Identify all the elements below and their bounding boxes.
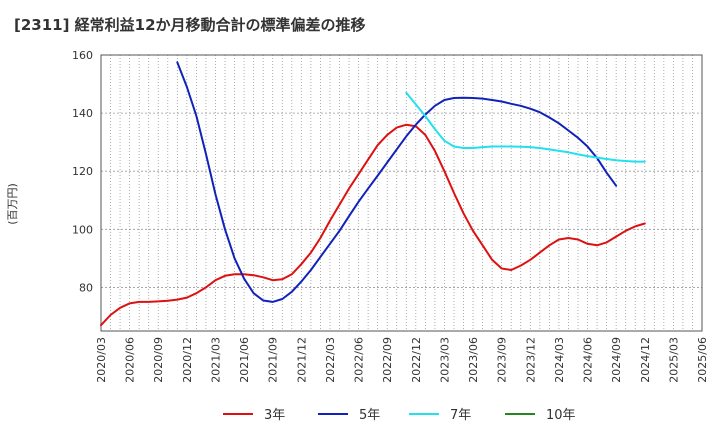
x-tick-label: 2022/03 bbox=[324, 337, 337, 383]
series-line bbox=[100, 123, 646, 327]
x-tick-label: 2023/09 bbox=[496, 337, 509, 383]
legend-label: 3年 bbox=[264, 408, 285, 423]
x-tick-label: 2021/03 bbox=[209, 337, 222, 383]
y-tick-label: 80 bbox=[79, 281, 93, 294]
y-tick-label: 120 bbox=[72, 165, 93, 178]
x-tick-label: 2023/03 bbox=[438, 337, 451, 383]
x-tick-label: 2025/06 bbox=[696, 337, 709, 383]
y-axis-label: (百万円) bbox=[6, 183, 19, 225]
series-line bbox=[405, 91, 646, 163]
x-tick-label: 2024/03 bbox=[553, 337, 566, 383]
x-tick-label: 2023/06 bbox=[467, 337, 480, 383]
legend-label: 7年 bbox=[450, 408, 471, 423]
x-tick-label: 2021/12 bbox=[295, 337, 308, 383]
x-tick-label: 2025/03 bbox=[667, 337, 680, 383]
x-tick-label: 2021/06 bbox=[238, 337, 251, 383]
x-tick-label: 2020/09 bbox=[152, 337, 165, 383]
chart-title: [2311] 経常利益12か月移動合計の標準偏差の推移 bbox=[14, 16, 366, 34]
x-tick-label: 2024/06 bbox=[582, 337, 595, 383]
x-tick-label: 2020/06 bbox=[124, 337, 137, 383]
x-tick-label: 2022/12 bbox=[410, 337, 423, 383]
x-tick-label: 2021/09 bbox=[267, 337, 280, 383]
x-tick-label: 2024/12 bbox=[639, 337, 652, 383]
x-tick-label: 2024/09 bbox=[610, 337, 623, 383]
x-tick-label: 2022/06 bbox=[353, 337, 366, 383]
plot-frame bbox=[100, 54, 703, 332]
x-tick-label: 2023/12 bbox=[524, 337, 537, 383]
x-tick-label: 2020/03 bbox=[95, 337, 108, 383]
y-tick-label: 100 bbox=[72, 223, 93, 236]
x-tick-label: 2022/09 bbox=[381, 337, 394, 383]
y-tick-label: 160 bbox=[72, 49, 93, 62]
legend-label: 5年 bbox=[359, 408, 380, 423]
legend-label: 10年 bbox=[546, 408, 576, 423]
y-tick-label: 140 bbox=[72, 107, 93, 120]
series-line bbox=[176, 61, 618, 303]
x-tick-label: 2020/12 bbox=[181, 337, 194, 383]
